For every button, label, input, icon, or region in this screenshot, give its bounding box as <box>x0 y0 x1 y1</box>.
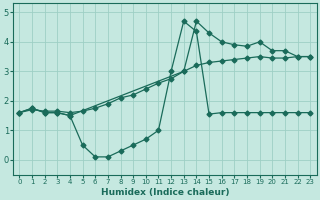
X-axis label: Humidex (Indice chaleur): Humidex (Indice chaleur) <box>100 188 229 197</box>
